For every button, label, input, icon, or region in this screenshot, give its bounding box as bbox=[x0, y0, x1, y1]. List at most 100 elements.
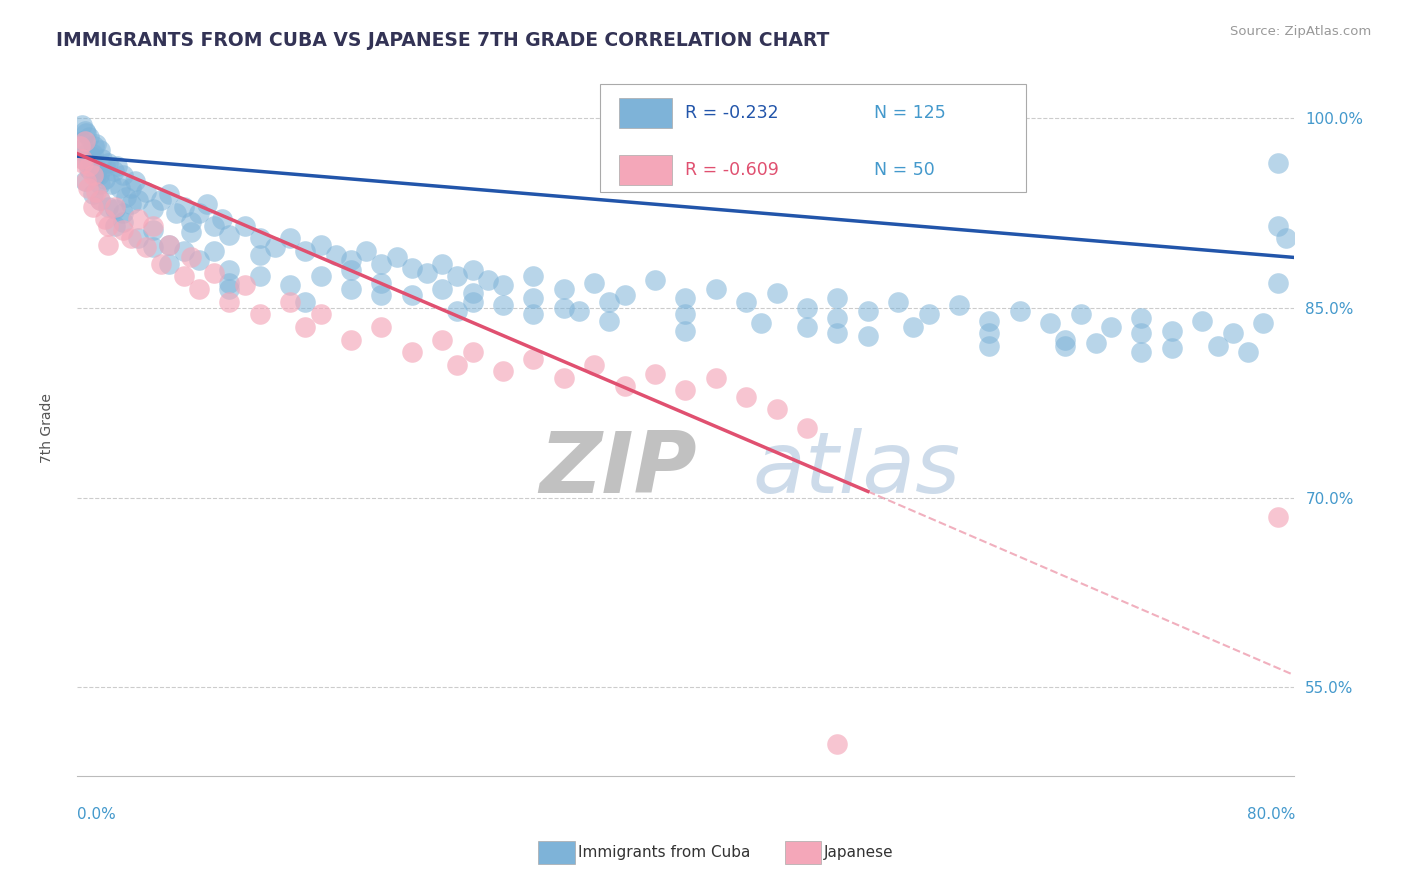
Point bbox=[1237, 345, 1260, 359]
Point bbox=[309, 307, 332, 321]
Point bbox=[751, 316, 773, 330]
Point bbox=[340, 263, 363, 277]
Point bbox=[149, 194, 172, 208]
Point bbox=[103, 164, 125, 178]
Text: 7th Grade: 7th Grade bbox=[39, 393, 53, 463]
Point bbox=[97, 200, 120, 214]
Point bbox=[249, 248, 271, 262]
Point bbox=[188, 282, 211, 296]
Point bbox=[89, 194, 111, 208]
Point bbox=[77, 181, 100, 195]
Point bbox=[157, 237, 180, 252]
Point bbox=[188, 206, 211, 220]
Point bbox=[765, 402, 787, 417]
Point bbox=[492, 364, 515, 378]
Point bbox=[446, 358, 468, 372]
Point bbox=[1191, 313, 1213, 327]
Point bbox=[354, 244, 377, 258]
Point bbox=[218, 263, 240, 277]
Point bbox=[294, 294, 316, 309]
Point bbox=[233, 278, 256, 293]
Point bbox=[553, 370, 575, 384]
Point bbox=[675, 324, 697, 338]
Point bbox=[401, 260, 423, 275]
Point bbox=[430, 282, 453, 296]
Point bbox=[93, 172, 115, 186]
Point bbox=[598, 313, 620, 327]
Text: IMMIGRANTS FROM CUBA VS JAPANESE 7TH GRADE CORRELATION CHART: IMMIGRANTS FROM CUBA VS JAPANESE 7TH GRA… bbox=[56, 31, 830, 50]
Point bbox=[522, 307, 544, 321]
Point bbox=[218, 282, 240, 296]
Point bbox=[294, 244, 316, 258]
Point bbox=[370, 276, 392, 290]
Point bbox=[73, 134, 96, 148]
Point bbox=[142, 202, 165, 217]
Point bbox=[370, 288, 392, 302]
Text: 80.0%: 80.0% bbox=[1247, 807, 1295, 822]
Point bbox=[249, 269, 271, 284]
Point bbox=[149, 257, 172, 271]
Text: R = -0.609: R = -0.609 bbox=[686, 161, 779, 179]
Point bbox=[80, 149, 103, 163]
Text: R = -0.232: R = -0.232 bbox=[686, 104, 779, 122]
Point bbox=[613, 288, 636, 302]
Point bbox=[120, 181, 142, 195]
Point bbox=[84, 136, 107, 151]
Point bbox=[93, 212, 115, 227]
Point bbox=[522, 351, 544, 366]
Point bbox=[430, 333, 453, 347]
Point bbox=[264, 240, 287, 254]
Point bbox=[93, 159, 115, 173]
Point bbox=[105, 159, 128, 173]
Point bbox=[856, 328, 879, 343]
Point bbox=[157, 237, 180, 252]
Point bbox=[79, 159, 101, 173]
Point bbox=[903, 320, 925, 334]
Point bbox=[598, 294, 620, 309]
Point bbox=[446, 303, 468, 318]
Point bbox=[1267, 276, 1289, 290]
Point bbox=[104, 202, 127, 217]
Point bbox=[73, 174, 96, 188]
Point bbox=[173, 244, 195, 258]
Point bbox=[735, 294, 758, 309]
Point bbox=[69, 143, 91, 157]
Point bbox=[1275, 231, 1298, 245]
Point bbox=[195, 197, 218, 211]
Point bbox=[173, 269, 195, 284]
Point bbox=[385, 251, 408, 265]
Point bbox=[89, 177, 111, 191]
Point bbox=[1130, 326, 1153, 341]
Point bbox=[1054, 339, 1077, 353]
Point bbox=[856, 303, 879, 318]
Point bbox=[135, 240, 157, 254]
Point bbox=[69, 139, 91, 153]
Point bbox=[1267, 509, 1289, 524]
Point bbox=[135, 185, 157, 199]
Point bbox=[1267, 219, 1289, 233]
Point bbox=[948, 298, 970, 312]
FancyBboxPatch shape bbox=[619, 155, 672, 185]
Point bbox=[82, 146, 104, 161]
Point bbox=[72, 152, 94, 166]
Point bbox=[142, 240, 165, 254]
Point bbox=[180, 251, 202, 265]
Point bbox=[218, 294, 240, 309]
Point bbox=[492, 298, 515, 312]
Point bbox=[188, 252, 211, 267]
Point bbox=[644, 367, 666, 381]
Point bbox=[827, 738, 849, 752]
Point bbox=[1130, 345, 1153, 359]
Point bbox=[796, 301, 818, 315]
Point bbox=[309, 237, 332, 252]
Point bbox=[553, 282, 575, 296]
Point bbox=[1222, 326, 1244, 341]
Point bbox=[108, 181, 131, 195]
Point bbox=[1267, 155, 1289, 169]
Point bbox=[370, 320, 392, 334]
Point bbox=[1084, 336, 1107, 351]
Point bbox=[180, 215, 202, 229]
Point bbox=[142, 222, 165, 236]
Point bbox=[142, 219, 165, 233]
Point bbox=[233, 219, 256, 233]
